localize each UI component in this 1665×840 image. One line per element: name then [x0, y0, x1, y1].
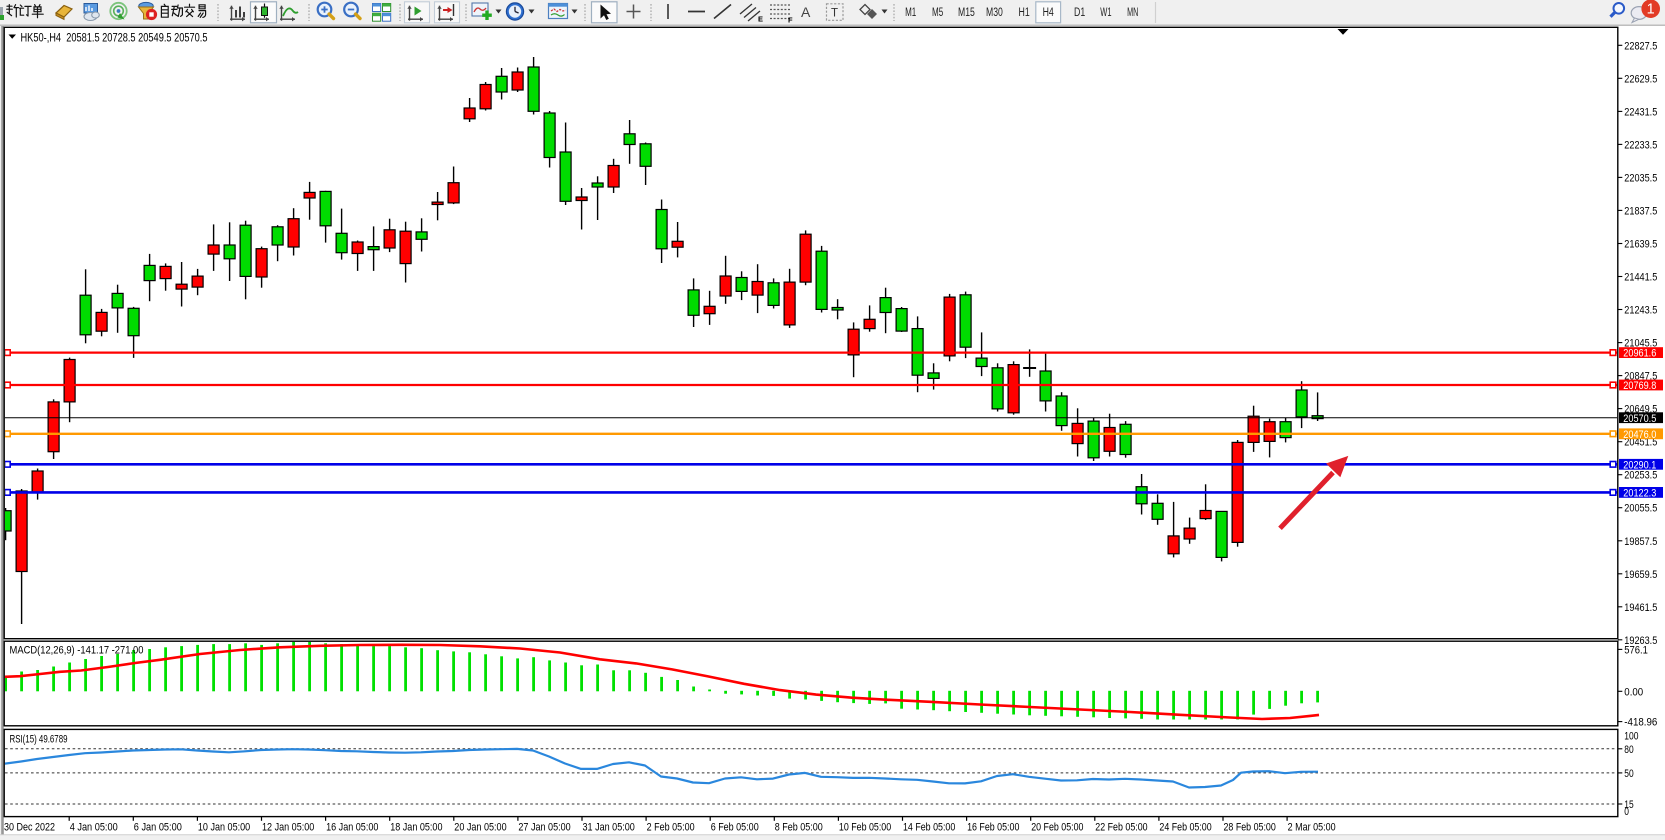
svg-text:16 Jan 05:00: 16 Jan 05:00 — [326, 822, 378, 834]
svg-text:0: 0 — [1624, 806, 1629, 818]
svg-text:50: 50 — [1624, 768, 1633, 780]
svg-text:21243.5: 21243.5 — [1624, 305, 1657, 317]
svg-text:20122.3: 20122.3 — [1623, 488, 1656, 500]
svg-text:A: A — [801, 4, 811, 20]
svg-text:20476.0: 20476.0 — [1623, 429, 1656, 441]
svg-text:15: 15 — [1624, 799, 1633, 811]
svg-text:6 Jan 05:00: 6 Jan 05:00 — [134, 822, 182, 834]
svg-text:21441.5: 21441.5 — [1624, 272, 1657, 284]
svg-text:21045.5: 21045.5 — [1624, 338, 1657, 350]
svg-text:H4: H4 — [1043, 5, 1054, 19]
svg-text:22 Feb 05:00: 22 Feb 05:00 — [1095, 822, 1147, 834]
svg-text:19659.5: 19659.5 — [1624, 569, 1657, 581]
svg-text:20570.5: 20570.5 — [1623, 413, 1656, 425]
svg-text:19857.5: 19857.5 — [1624, 536, 1657, 548]
svg-text:6 Feb 05:00: 6 Feb 05:00 — [711, 822, 759, 834]
svg-text:RSI(15) 49.6789: RSI(15) 49.6789 — [10, 734, 68, 746]
svg-text:MACD(12,26,9) -141.17 -271.00: MACD(12,26,9) -141.17 -271.00 — [10, 645, 144, 657]
svg-text:D1: D1 — [1074, 5, 1085, 19]
svg-text:21639.5: 21639.5 — [1624, 239, 1657, 251]
svg-text:HK50-,H4 20581.5 20728.5 2054: HK50-,H4 20581.5 20728.5 20549.5 20570.5 — [21, 31, 208, 45]
svg-text:576.1: 576.1 — [1624, 644, 1648, 656]
svg-text:18 Jan 05:00: 18 Jan 05:00 — [390, 822, 442, 834]
svg-text:1: 1 — [1647, 2, 1655, 18]
svg-text:31 Jan 05:00: 31 Jan 05:00 — [583, 822, 635, 834]
svg-text:10 Jan 05:00: 10 Jan 05:00 — [198, 822, 250, 834]
svg-text:2 Mar 05:00: 2 Mar 05:00 — [1288, 822, 1336, 834]
svg-text:20 Jan 05:00: 20 Jan 05:00 — [454, 822, 506, 834]
svg-text:20769.8: 20769.8 — [1623, 380, 1656, 392]
svg-text:20253.5: 20253.5 — [1624, 470, 1657, 482]
svg-text:8 Feb 05:00: 8 Feb 05:00 — [775, 822, 823, 834]
svg-text:MN: MN — [1127, 5, 1138, 19]
svg-text:2 Feb 05:00: 2 Feb 05:00 — [647, 822, 695, 834]
svg-text:M15: M15 — [958, 5, 975, 19]
svg-text:20 Feb 05:00: 20 Feb 05:00 — [1031, 822, 1083, 834]
svg-text:22431.5: 22431.5 — [1624, 106, 1657, 118]
svg-text:E: E — [758, 15, 763, 24]
svg-text:14 Feb 05:00: 14 Feb 05:00 — [903, 822, 955, 834]
svg-text:M1: M1 — [905, 5, 916, 19]
svg-text:12 Jan 05:00: 12 Jan 05:00 — [262, 822, 314, 834]
svg-text:20451.5: 20451.5 — [1624, 437, 1657, 449]
svg-text:22233.5: 22233.5 — [1624, 139, 1657, 151]
svg-text:M30: M30 — [986, 5, 1003, 19]
svg-text:19263.5: 19263.5 — [1624, 635, 1657, 647]
svg-text:T: T — [831, 8, 838, 20]
svg-text:16 Feb 05:00: 16 Feb 05:00 — [967, 822, 1019, 834]
svg-text:27 Jan 05:00: 27 Jan 05:00 — [518, 822, 570, 834]
svg-text:W1: W1 — [1100, 5, 1111, 19]
svg-text:20961.6: 20961.6 — [1623, 348, 1656, 360]
svg-text:20055.5: 20055.5 — [1624, 503, 1657, 515]
svg-text:24 Feb 05:00: 24 Feb 05:00 — [1159, 822, 1211, 834]
svg-text:21837.5: 21837.5 — [1624, 205, 1657, 217]
svg-text:F: F — [788, 16, 793, 25]
svg-text:100: 100 — [1624, 730, 1638, 742]
svg-text:22629.5: 22629.5 — [1624, 73, 1657, 85]
svg-text:-418.96: -418.96 — [1624, 717, 1657, 729]
svg-text:19461.5: 19461.5 — [1624, 602, 1657, 614]
svg-text:28 Feb 05:00: 28 Feb 05:00 — [1224, 822, 1276, 834]
svg-text:30 Dec 2022: 30 Dec 2022 — [4, 822, 55, 834]
svg-text:20290.1: 20290.1 — [1623, 459, 1656, 471]
svg-text:M5: M5 — [932, 5, 943, 19]
svg-text:H1: H1 — [1019, 5, 1030, 19]
svg-text:22827.5: 22827.5 — [1624, 40, 1657, 52]
svg-text:10 Feb 05:00: 10 Feb 05:00 — [839, 822, 891, 834]
svg-text:4 Jan 05:00: 4 Jan 05:00 — [70, 822, 118, 834]
svg-text:80: 80 — [1624, 744, 1633, 756]
svg-text:22035.5: 22035.5 — [1624, 172, 1657, 184]
svg-text:0.00: 0.00 — [1624, 686, 1643, 698]
